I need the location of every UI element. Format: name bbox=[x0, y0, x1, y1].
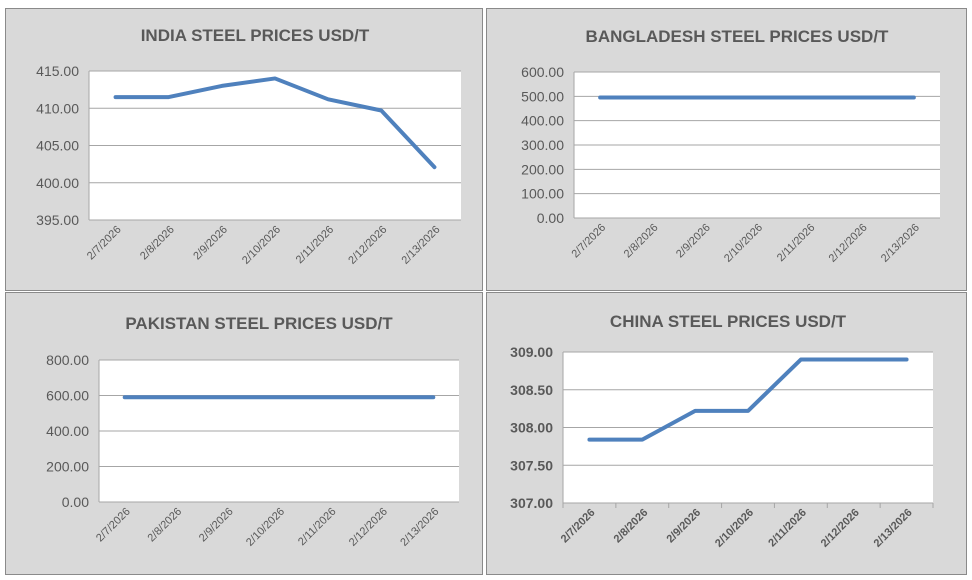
china-y-tick-label: 307.50 bbox=[510, 457, 553, 473]
india-steel-chart: INDIA STEEL PRICES USD/T 395.00 400.00 405.… bbox=[36, 26, 461, 267]
bangladesh-y-tick-label: 0.00 bbox=[537, 210, 564, 226]
bangladesh-x-category-label: 2/12/2026 bbox=[827, 222, 870, 265]
bangladesh-y-tick-label: 500.00 bbox=[521, 88, 564, 104]
pakistan-y-tick-label: 400.00 bbox=[46, 423, 89, 439]
china-x-category-label: 2/10/2026 bbox=[713, 507, 756, 550]
pakistan-y-tick-label: 600.00 bbox=[46, 388, 89, 404]
india-chart-title: INDIA STEEL PRICES USD/T bbox=[141, 26, 370, 45]
pakistan-y-tick-label: 800.00 bbox=[46, 352, 89, 368]
bangladesh-steel-chart: BANGLADESH STEEL PRICES USD/T 0.00 100.00 2… bbox=[521, 27, 940, 265]
india-y-tick-label: 395.00 bbox=[36, 212, 79, 228]
china-y-tick-label: 308.00 bbox=[510, 420, 553, 436]
bangladesh-y-tick-label: 300.00 bbox=[521, 137, 564, 153]
bangladesh-y-tick-label: 200.00 bbox=[521, 161, 564, 177]
india-y-tick-label: 410.00 bbox=[36, 100, 79, 116]
china-chart-title: CHINA STEEL PRICES USD/T bbox=[610, 312, 847, 331]
india-x-category-label: 2/7/2026 bbox=[85, 224, 124, 263]
pakistan-y-tick-label: 0.00 bbox=[62, 494, 89, 510]
pakistan-chart-panel: PAKISTAN STEEL PRICES USD/T 0.00 200.00 400… bbox=[5, 292, 483, 575]
china-x-category-label: 2/9/2026 bbox=[664, 507, 703, 546]
bangladesh-y-tick-label: 600.00 bbox=[521, 64, 564, 80]
pakistan-x-category-label: 2/10/2026 bbox=[244, 506, 287, 549]
pakistan-steel-chart: PAKISTAN STEEL PRICES USD/T 0.00 200.00 400… bbox=[46, 314, 459, 549]
india-x-category-label: 2/9/2026 bbox=[191, 224, 230, 263]
bangladesh-chart-panel: BANGLADESH STEEL PRICES USD/T 0.00 100.00 2… bbox=[486, 8, 967, 291]
bangladesh-x-category-label: 2/13/2026 bbox=[879, 222, 922, 265]
bangladesh-x-category-label: 2/11/2026 bbox=[775, 222, 818, 265]
bangladesh-y-tick-label: 400.00 bbox=[521, 113, 564, 129]
china-y-tick-label: 309.00 bbox=[510, 344, 553, 360]
china-x-category-label: 2/13/2026 bbox=[872, 507, 915, 550]
china-y-tick-label: 307.00 bbox=[510, 495, 553, 511]
bangladesh-x-category-label: 2/9/2026 bbox=[674, 222, 713, 261]
pakistan-chart-title: PAKISTAN STEEL PRICES USD/T bbox=[125, 314, 393, 333]
pakistan-x-category-label: 2/11/2026 bbox=[296, 506, 339, 549]
india-chart-panel: INDIA STEEL PRICES USD/T 395.00 400.00 405.… bbox=[5, 8, 483, 291]
china-chart-panel: CHINA STEEL PRICES USD/T 307.00 307.50 308.… bbox=[486, 292, 967, 575]
pakistan-x-category-label: 2/9/2026 bbox=[197, 506, 236, 545]
bangladesh-y-tick-label: 100.00 bbox=[521, 186, 564, 202]
bangladesh-chart-title: BANGLADESH STEEL PRICES USD/T bbox=[586, 27, 890, 46]
china-x-category-label: 2/7/2026 bbox=[559, 507, 598, 546]
pakistan-y-tick-label: 200.00 bbox=[46, 459, 89, 475]
china-y-tick-label: 308.50 bbox=[510, 382, 553, 398]
china-x-category-label: 2/12/2026 bbox=[819, 507, 862, 550]
india-x-category-label: 2/11/2026 bbox=[294, 224, 337, 267]
india-x-category-label: 2/8/2026 bbox=[138, 224, 177, 263]
india-y-tick-label: 405.00 bbox=[36, 138, 79, 154]
china-x-category-label: 2/8/2026 bbox=[612, 507, 651, 546]
pakistan-x-category-label: 2/13/2026 bbox=[398, 506, 441, 549]
bangladesh-x-category-label: 2/8/2026 bbox=[622, 222, 661, 261]
pakistan-x-category-label: 2/12/2026 bbox=[347, 506, 390, 549]
bangladesh-x-category-label: 2/10/2026 bbox=[722, 222, 765, 265]
india-y-tick-label: 400.00 bbox=[36, 175, 79, 191]
bangladesh-x-category-label: 2/7/2026 bbox=[569, 222, 608, 261]
china-x-category-label: 2/11/2026 bbox=[766, 507, 809, 550]
india-x-category-label: 2/13/2026 bbox=[399, 224, 442, 267]
india-x-category-label: 2/12/2026 bbox=[346, 224, 389, 267]
pakistan-x-category-label: 2/8/2026 bbox=[145, 506, 184, 545]
pakistan-x-category-label: 2/7/2026 bbox=[94, 506, 133, 545]
china-steel-chart: CHINA STEEL PRICES USD/T 307.00 307.50 308.… bbox=[510, 312, 934, 550]
india-x-category-label: 2/10/2026 bbox=[240, 224, 283, 267]
india-y-tick-label: 415.00 bbox=[36, 63, 79, 79]
